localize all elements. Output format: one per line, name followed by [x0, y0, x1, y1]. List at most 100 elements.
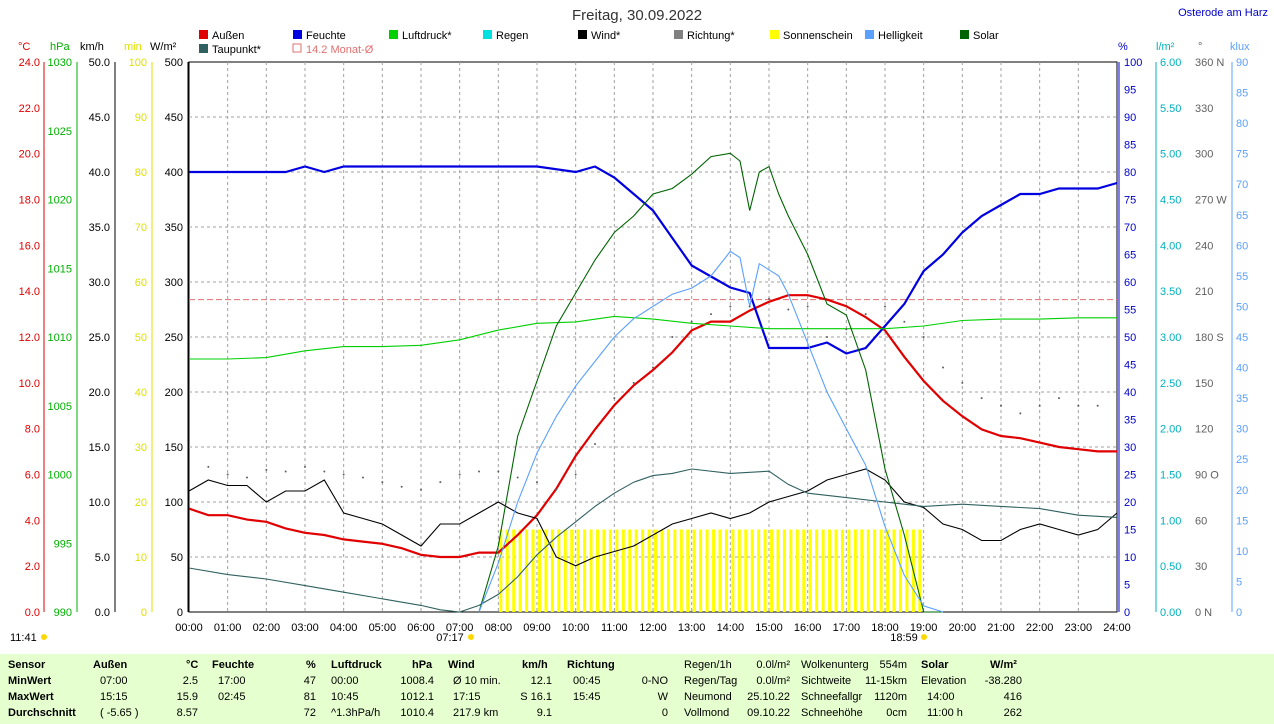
solar-value: 416	[1003, 691, 1022, 703]
axis-tick-pct: 15	[1124, 525, 1136, 537]
extra-key: Regen/Tag	[684, 675, 738, 687]
hdr-aussen: Außen	[93, 659, 128, 671]
sunshine-bar	[724, 529, 728, 612]
sunshine-bar	[860, 529, 864, 612]
legend-label: Regen	[496, 30, 528, 42]
aussen-time: 07:00	[100, 675, 128, 687]
hdr-solar-unit: W/m²	[990, 659, 1017, 671]
axis-tick-klux: 90	[1236, 57, 1248, 69]
axis-tick-kmh: 15.0	[89, 442, 110, 454]
axis-tick-deg: 360 N	[1195, 57, 1224, 69]
hdr-solar: Solar	[921, 659, 949, 671]
summary-table: Sensor Außen °C Feuchte % Luftdruck hPa …	[0, 654, 1274, 724]
luftdruck-time: 10:45	[331, 691, 359, 703]
chart-series	[188, 152, 1118, 613]
axis-tick-temp: 18.0	[19, 195, 40, 207]
sunshine-bar	[660, 529, 664, 612]
axis-tick-min: 60	[135, 277, 147, 289]
extra-key: Neumond	[684, 691, 732, 703]
sunshine-bar	[570, 529, 574, 612]
direction-point	[497, 470, 500, 473]
extra-key2: Schneefallgr	[801, 691, 863, 703]
direction-point	[942, 366, 944, 369]
axis-tick-temp: 4.0	[25, 515, 40, 527]
direction-point	[555, 488, 558, 491]
direction-point	[748, 305, 751, 308]
axis-tick-kmh: 50.0	[89, 57, 110, 69]
sunshine-bar	[905, 529, 909, 612]
axis-tick-wm2: 150	[165, 442, 183, 454]
axis-tick-kmh: 25.0	[89, 332, 110, 344]
legend-label: Wind*	[591, 30, 621, 42]
sunshine-bar	[699, 529, 703, 612]
sunshine-bar	[828, 529, 832, 612]
sunshine-bar	[505, 529, 509, 612]
x-tick-label: 08:00	[485, 622, 513, 634]
axis-tick-pct: 50	[1124, 332, 1136, 344]
axis-tick-pct: 90	[1124, 112, 1136, 124]
axis-tick-lm2: 0.00	[1160, 607, 1181, 619]
sunshine-bar	[815, 529, 819, 612]
axis-tick-klux: 60	[1236, 240, 1248, 252]
legend-swatch	[293, 30, 302, 39]
hdr-luftdruck-unit: hPa	[412, 659, 433, 671]
direction-point	[342, 473, 345, 476]
x-tick-label: 04:00	[330, 622, 358, 634]
x-tick-label: 14:00	[717, 622, 745, 634]
series-line-solar	[478, 152, 943, 613]
axis-tick-temp: 24.0	[19, 57, 40, 69]
sunshine-bar	[718, 529, 722, 612]
axis-tick-klux: 65	[1236, 210, 1248, 222]
sunshine-bar	[757, 529, 761, 612]
axis-tick-temp: 14.0	[19, 286, 40, 298]
axis-tick-klux: 50	[1236, 301, 1248, 313]
x-tick-label: 23:00	[1065, 622, 1093, 634]
axis-tick-wm2: 400	[165, 167, 183, 179]
direction-point	[613, 397, 616, 400]
x-tick-label: 11:00	[601, 622, 628, 634]
sunshine-bar	[853, 529, 857, 612]
sunshine-bar	[583, 529, 587, 612]
luftdruck-value: 1008.4	[400, 675, 434, 687]
axis-tick-temp: 0.0	[25, 607, 40, 619]
axis-tick-klux: 25	[1236, 454, 1248, 466]
axis-tick-min: 50	[135, 332, 147, 344]
axis-tick-temp: 12.0	[19, 332, 40, 344]
luftdruck-time: ^1.3hPa/h	[331, 707, 381, 719]
axis-tick-deg: 150	[1195, 378, 1213, 390]
wind-time: Ø 10 min.	[453, 675, 501, 687]
chart-grid	[188, 61, 1118, 613]
axis-tick-klux: 20	[1236, 485, 1248, 497]
direction-point	[690, 320, 693, 323]
sunshine-bar	[550, 529, 554, 612]
x-tick-label: 20:00	[949, 622, 977, 634]
x-tick-label: 22:00	[1026, 622, 1054, 634]
x-tick-label: 13:00	[678, 622, 706, 634]
legend-swatch	[770, 30, 779, 39]
axis-tick-klux: 35	[1236, 393, 1248, 405]
sunshine-bar	[608, 529, 612, 612]
x-tick-label: 17:00	[833, 622, 861, 634]
luftdruck-time: 00:00	[331, 675, 359, 687]
chart-axes: 00:00 01:00 02:00 03:00 04:00 05:00 06:00 07:00…	[18, 41, 1250, 634]
feuchte-value: 81	[303, 691, 316, 703]
direction-point	[903, 320, 906, 323]
sunshine-bar	[886, 529, 890, 612]
axis-tick-deg: 90 O	[1195, 470, 1219, 482]
axis-tick-temp: 22.0	[19, 103, 40, 115]
sunshine-bar	[898, 529, 902, 612]
extra-value2: 554m	[879, 659, 907, 671]
solar-key: 11:00 h	[927, 707, 963, 719]
axis-tick-wm2: 300	[165, 277, 183, 289]
sunshine-bar	[834, 529, 838, 612]
axis-tick-hpa: 1015	[48, 263, 72, 275]
legend-label: Außen	[212, 30, 244, 42]
wind-time: 217.9 km	[453, 707, 499, 719]
axis-tick-wm2: 450	[165, 112, 183, 124]
sunshine-bar	[808, 529, 812, 612]
richtung-value: 0-NO	[641, 675, 668, 687]
axis-tick-min: 40	[135, 387, 147, 399]
extra-key2: Sichtweite	[801, 675, 852, 687]
extra-key: Vollmond	[684, 707, 730, 719]
wind-time: 17:15	[453, 691, 481, 703]
